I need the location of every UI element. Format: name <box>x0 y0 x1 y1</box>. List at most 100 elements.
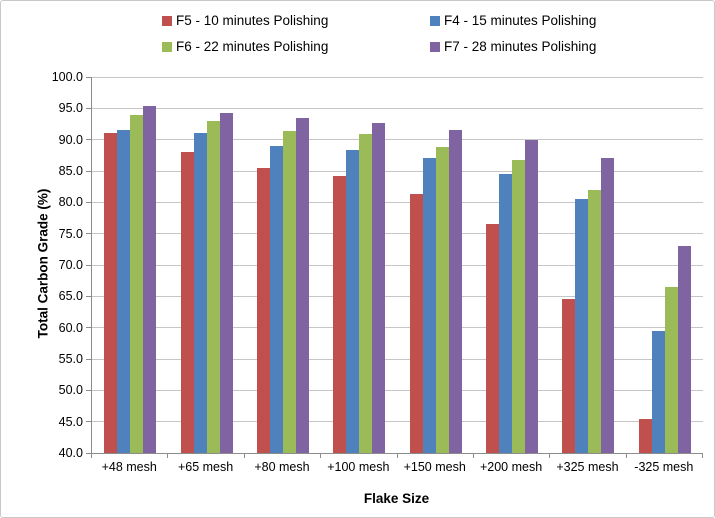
chart-legend: F5 - 10 minutes Polishing F4 - 15 minutes… <box>162 13 612 54</box>
bar-+48 mesh-series-2 <box>117 130 131 453</box>
gridline <box>92 389 703 391</box>
y-tick-label: 50.0 <box>58 383 83 398</box>
gridline <box>92 107 703 109</box>
y-tick-label: 75.0 <box>58 226 83 241</box>
legend-swatch-icon <box>430 41 440 52</box>
bar-+65 mesh-series-4 <box>219 112 233 453</box>
legend-label: F6 - 22 minutes Polishing <box>176 39 329 54</box>
legend-swatch-icon <box>162 15 172 26</box>
x-tick-mark <box>320 454 322 458</box>
y-tick-label: 55.0 <box>58 352 83 366</box>
x-tick-label: +325 mesh <box>556 460 619 474</box>
bar-group-+200 mesh <box>474 77 550 453</box>
plot-area <box>91 76 703 454</box>
legend-item-2: F4 - 15 minutes Polishing <box>430 13 612 28</box>
x-tick-mark <box>549 454 551 458</box>
x-tick-label: +80 mesh <box>254 460 310 474</box>
bar-+325 mesh-series-2 <box>575 199 589 453</box>
gridline <box>92 358 703 360</box>
x-tick-mark <box>396 454 398 458</box>
bar-+100 mesh-series-4 <box>372 123 386 453</box>
bar-+150 mesh-series-3 <box>435 146 449 453</box>
y-tick-label: 95.0 <box>58 101 83 116</box>
bar-+80 mesh-series-3 <box>282 130 296 453</box>
bar-group-+150 mesh <box>398 77 474 453</box>
x-tick-label: +65 mesh <box>177 460 234 474</box>
gridline <box>92 264 703 266</box>
x-tick-mark <box>91 454 92 458</box>
y-tick-mark <box>86 170 91 172</box>
bar-+200 mesh-series-2 <box>499 174 513 453</box>
bar--325 mesh-series-1 <box>638 418 652 453</box>
bar--325 mesh-series-2 <box>651 330 665 453</box>
y-tick-label: 90.0 <box>58 132 83 147</box>
y-tick-mark <box>86 295 91 297</box>
y-tick-label: 60.0 <box>58 320 83 335</box>
bar-+100 mesh-series-3 <box>359 134 373 453</box>
y-tick-mark <box>86 358 91 360</box>
bar-+100 mesh-series-1 <box>333 176 347 453</box>
bar-+150 mesh-series-2 <box>422 158 436 453</box>
bar-group-+100 mesh <box>321 77 397 453</box>
bar-+48 mesh-series-1 <box>104 133 118 453</box>
y-tick-label: 70.0 <box>58 258 83 272</box>
x-tick-mark <box>167 454 169 458</box>
bar-+65 mesh-series-1 <box>180 152 194 453</box>
x-tick-mark <box>243 454 245 458</box>
y-tick-mark <box>86 389 91 391</box>
x-tick-mark <box>702 454 703 458</box>
y-tick-mark <box>86 421 91 423</box>
y-tick-label: 80.0 <box>58 195 83 210</box>
gridline <box>92 170 703 172</box>
x-tick-label: +100 mesh <box>327 460 390 474</box>
bar-group-+65 mesh <box>168 77 244 453</box>
bar-+200 mesh-series-3 <box>512 159 526 453</box>
bar-+325 mesh-series-3 <box>588 189 602 453</box>
gridline <box>92 139 703 141</box>
x-tick-mark <box>472 454 474 458</box>
bar-group-+325 mesh <box>550 77 626 453</box>
legend-item-1: F5 - 10 minutes Polishing <box>162 13 430 28</box>
y-tick-mark <box>86 76 91 78</box>
legend-item-3: F6 - 22 minutes Polishing <box>162 39 430 54</box>
bar-+325 mesh-series-4 <box>601 158 615 453</box>
bar-+80 mesh-series-4 <box>295 117 309 453</box>
gridline <box>92 76 703 78</box>
bar-+325 mesh-series-1 <box>562 299 576 453</box>
y-tick-mark <box>86 233 91 235</box>
x-axis-title: Flake Size <box>363 491 430 506</box>
x-tick-label: +200 mesh <box>479 460 543 474</box>
bar-group-+48 mesh <box>92 77 168 453</box>
legend-label: F7 - 28 minutes Polishing <box>444 39 597 54</box>
gridline <box>92 201 703 203</box>
bar-+65 mesh-series-2 <box>193 133 207 453</box>
bar-+150 mesh-series-4 <box>448 130 462 453</box>
legend-swatch-icon <box>430 15 440 26</box>
y-tick-mark <box>86 201 91 203</box>
y-tick-mark <box>86 139 91 141</box>
bar--325 mesh-series-4 <box>677 246 691 453</box>
bar--325 mesh-series-3 <box>664 286 678 453</box>
bar-+200 mesh-series-4 <box>525 139 539 453</box>
y-tick-mark <box>86 452 91 454</box>
x-tick-label: +150 mesh <box>403 460 466 474</box>
y-tick-label: 85.0 <box>58 164 83 178</box>
legend-label: F4 - 15 minutes Polishing <box>444 13 597 28</box>
bar-+150 mesh-series-1 <box>409 194 423 453</box>
gridline <box>92 233 703 235</box>
bar-+48 mesh-series-3 <box>130 114 144 453</box>
y-tick-mark <box>86 107 91 109</box>
bar-+48 mesh-series-4 <box>143 106 157 453</box>
x-tick-mark <box>625 454 627 458</box>
gridline <box>92 295 703 297</box>
bar-+80 mesh-series-1 <box>256 167 270 453</box>
y-tick-label: 100.0 <box>51 70 83 84</box>
y-tick-mark <box>86 327 91 329</box>
bar-group--325 mesh <box>627 77 703 453</box>
gridline <box>92 421 703 423</box>
y-tick-label: 65.0 <box>58 289 83 304</box>
x-tick-label: +48 mesh <box>101 460 157 474</box>
bar-+65 mesh-series-3 <box>206 120 220 453</box>
legend-item-4: F7 - 28 minutes Polishing <box>430 39 612 54</box>
